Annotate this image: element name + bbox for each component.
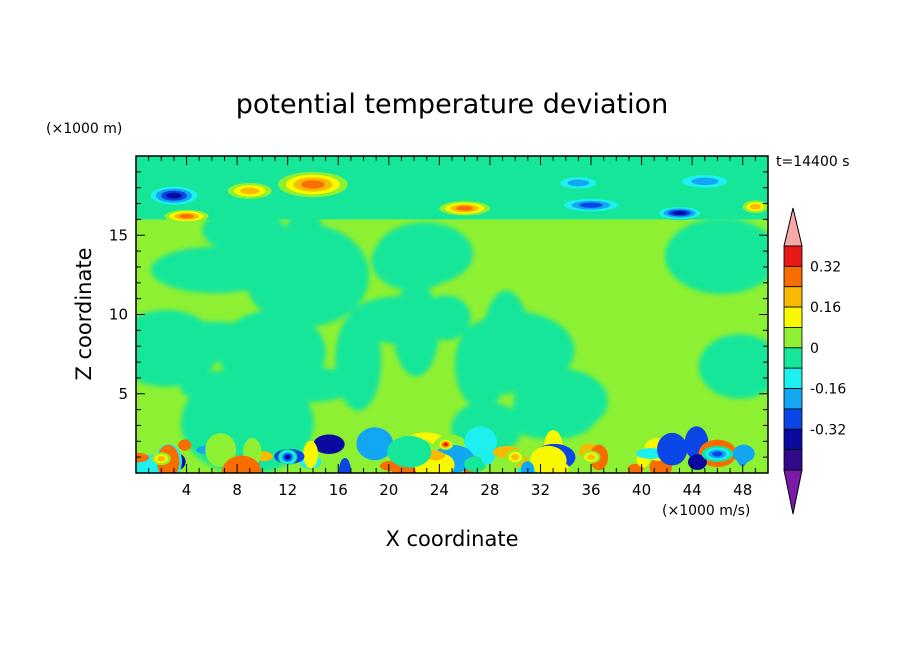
field-patch (244, 224, 370, 327)
colorbar-tick-label: 0.32 (810, 259, 841, 275)
feature-contour (511, 454, 520, 461)
field-patch (657, 432, 688, 466)
colorbar-max-arrow (783, 207, 803, 247)
field-patch (338, 457, 352, 473)
x-tick-label: 48 (733, 481, 752, 499)
x-tick-label: 4 (182, 481, 192, 499)
x-tick-label: 24 (430, 481, 449, 499)
x-tick-label: 16 (329, 481, 348, 499)
feature-contour (301, 180, 325, 189)
colorbar-swatch (783, 408, 803, 430)
colorbar-tick-label: -0.16 (810, 382, 846, 398)
y-tick-label: 5 (118, 385, 128, 403)
field-patch (627, 463, 644, 473)
x-unit-label: (×1000 m/s) (662, 503, 750, 519)
time-label: t=14400 s (776, 154, 850, 170)
feature-contour (157, 456, 166, 462)
colorbar-tick-label: -0.32 (810, 422, 846, 438)
field-patch (218, 310, 326, 395)
x-tick-label: 28 (480, 481, 499, 499)
field-patch (356, 427, 394, 461)
feature-contour (443, 442, 448, 446)
field-patch (303, 440, 319, 469)
feature-contour (579, 202, 603, 208)
y-axis-label: Z coordinate (72, 247, 96, 380)
feature-contour (672, 211, 687, 216)
field-patch (387, 435, 432, 468)
feature-contour (240, 187, 260, 195)
feature-contour (456, 205, 474, 211)
feature-contour (285, 454, 291, 460)
colorbar-swatch (783, 428, 803, 451)
colorbar-swatch (783, 388, 803, 410)
field-patch (482, 290, 530, 395)
colorbar: -0.32 -0.16 0 0.16 0.32 (783, 207, 846, 515)
field-patch (205, 433, 237, 468)
y-unit-label: (×1000 m) (46, 121, 122, 137)
chart-title: potential temperature deviation (236, 89, 668, 120)
field-patch (698, 334, 768, 399)
feature-contour (448, 178, 506, 198)
x-tick-label: 20 (379, 481, 398, 499)
feature-contour (179, 214, 194, 219)
feature-contour (749, 204, 761, 210)
x-axis-label: X coordinate (385, 527, 518, 551)
contour-field (136, 156, 768, 473)
colorbar-swatch (783, 347, 803, 369)
x-tick-label: 32 (531, 481, 550, 499)
y-tick-label: 15 (109, 226, 128, 244)
field-patch (687, 454, 707, 470)
feature-contour (712, 451, 723, 457)
y-tick-label: 10 (109, 306, 128, 324)
feature-contour (691, 177, 719, 186)
colorbar-swatch (783, 306, 803, 328)
field-patch (665, 218, 768, 295)
x-tick-label: 40 (632, 481, 651, 499)
colorbar-min-arrow (783, 469, 803, 515)
field-patch (150, 246, 280, 294)
x-tick-label: 36 (581, 481, 600, 499)
field-patch (221, 455, 262, 473)
mid-patches (136, 208, 768, 473)
field-patch (464, 456, 487, 472)
feature-contour (586, 454, 596, 460)
field-patch (136, 452, 150, 463)
colorbar-tick-label: 0 (810, 341, 819, 357)
colorbar-swatch (783, 286, 803, 308)
colorbar-swatch (783, 265, 803, 288)
field-patch (480, 445, 495, 465)
colorbar-swatch (783, 449, 803, 471)
x-tick-label: 8 (232, 481, 242, 499)
field-patch (520, 461, 535, 473)
feature-contours (145, 171, 768, 466)
field-patch (375, 222, 474, 285)
field-patch (136, 310, 220, 387)
colorbar-tick-label: 0.16 (810, 300, 841, 316)
colorbar-swatch (783, 327, 803, 349)
field-patch (285, 209, 324, 264)
x-tick-label: 12 (278, 481, 297, 499)
feature-contour (166, 192, 182, 199)
field-patch (178, 439, 192, 451)
field-patch (535, 461, 570, 473)
feature-contour (567, 179, 590, 187)
colorbar-swatch (783, 245, 803, 267)
field-patch (732, 444, 755, 463)
x-tick-label: 44 (683, 481, 702, 499)
colorbar-swatch (783, 367, 803, 389)
field-patch (313, 434, 345, 454)
